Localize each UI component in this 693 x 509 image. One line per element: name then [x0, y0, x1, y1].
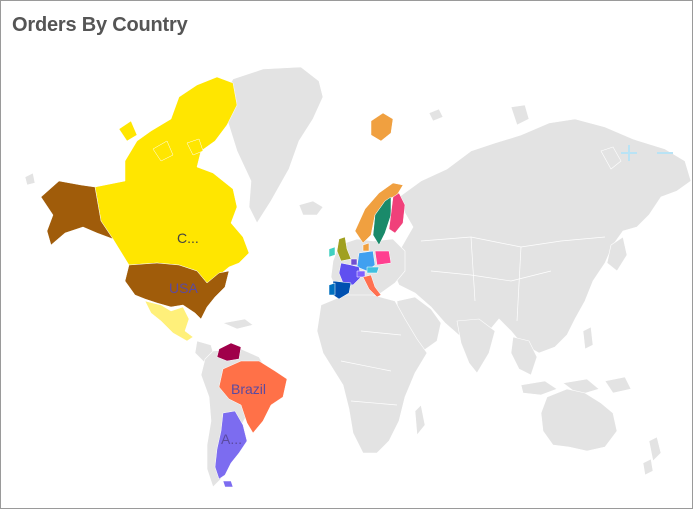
brazil-label: Brazil — [231, 381, 266, 397]
argentina-region — [214, 410, 248, 480]
borders — [340, 236, 606, 406]
alaska-region — [40, 180, 114, 246]
italy-region — [362, 274, 382, 298]
argentina-label: A... — [221, 431, 242, 447]
australia-region — [540, 388, 618, 452]
belgium-region — [350, 258, 358, 266]
denmark-region — [362, 242, 370, 252]
canada-region — [94, 76, 250, 284]
zoom-in-button[interactable] — [617, 141, 641, 165]
usa-label: USA — [169, 280, 198, 296]
poland-region — [374, 250, 392, 266]
switzerland-region — [356, 270, 366, 278]
minus-icon — [657, 152, 673, 154]
venezuela-region — [216, 342, 242, 362]
mexico-region — [144, 300, 194, 342]
usa-region — [124, 262, 230, 320]
canada-label: C... — [177, 230, 199, 246]
austria-region — [366, 266, 380, 274]
asia-region — [392, 118, 692, 354]
ireland-region — [328, 246, 336, 258]
finland-region — [388, 192, 406, 234]
widget-title: Orders By Country — [12, 14, 188, 36]
brazil-region — [218, 360, 288, 434]
greenland-region — [222, 66, 324, 224]
sweden-region — [372, 196, 392, 246]
highlighted-countries[interactable] — [40, 76, 406, 488]
france-region — [338, 262, 362, 286]
canada-island-region — [152, 140, 174, 162]
svalbard-region — [370, 112, 394, 142]
portugal-region — [328, 282, 336, 296]
map-labels: C... USA Brazil A... — [169, 230, 266, 447]
iceland-region — [298, 200, 324, 216]
zoom-out-button[interactable] — [653, 141, 677, 165]
india-region — [456, 318, 496, 374]
